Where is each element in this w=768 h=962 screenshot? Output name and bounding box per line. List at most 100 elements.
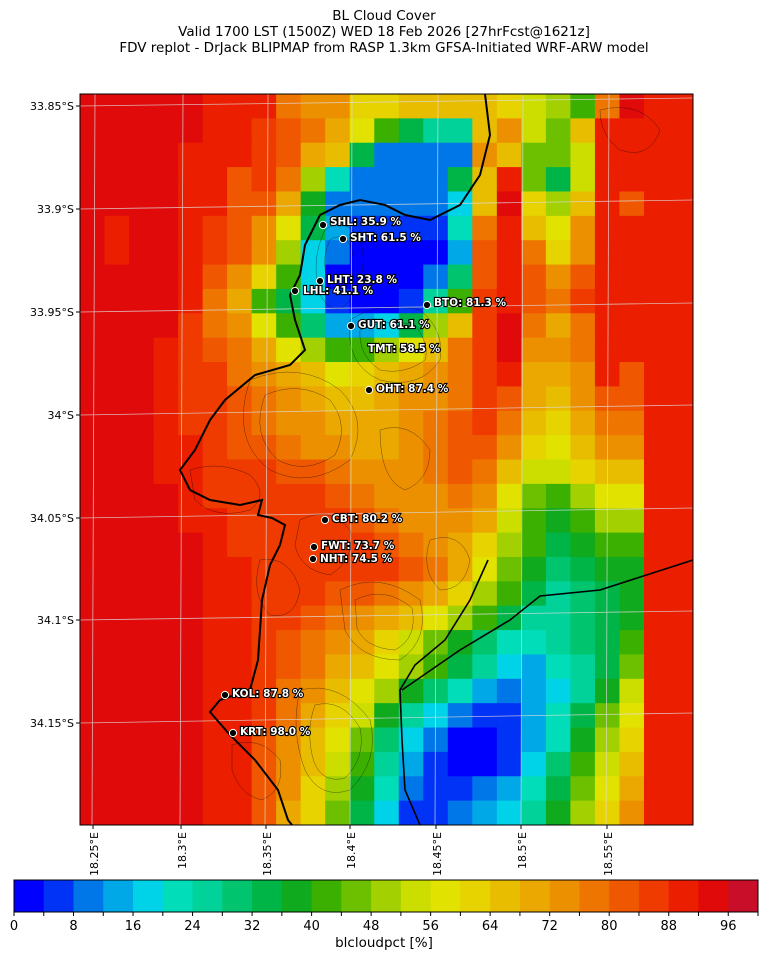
grid-cell [619,142,645,168]
grid-cell [570,630,596,656]
grid-cell [227,118,253,144]
colorbar-swatch [222,880,253,912]
grid-cell [153,142,179,168]
grid-cell [153,386,179,412]
grid-cell [104,800,130,825]
grid-cell [398,215,424,241]
grid-cell [496,678,522,704]
grid-cell [104,264,130,290]
grid-cell [643,313,670,339]
grid-cell [496,727,522,753]
colorbar-swatch [371,880,402,912]
grid-cell [496,362,522,387]
grid-cell [545,313,571,339]
grid-cell [668,337,693,363]
grid-cell [545,94,571,119]
grid-cell [300,288,326,314]
grid-cell [447,727,473,753]
site-label: LHL: 41.1 % [303,285,374,297]
colorbar-swatch [73,880,104,912]
grid-cell [521,142,547,168]
grid-cell [349,532,375,558]
grid-cell [80,288,106,314]
grid-cell [594,288,621,314]
grid-cell [496,800,522,825]
grid-cell [668,654,693,680]
grid-cell [202,532,228,558]
grid-cell [570,581,596,607]
grid-cell [300,630,326,656]
grid-cell [447,654,473,680]
grid-cell [545,167,571,193]
grid-cell [521,215,547,241]
grid-cell [447,630,473,656]
grid-cell [300,751,326,777]
grid-cell [178,167,204,193]
grid-cell [202,556,228,582]
grid-cell [423,727,449,753]
grid-cell [202,362,228,387]
grid-cell [423,142,449,168]
grid-cell [276,459,302,485]
grid-cell [227,167,253,193]
grid-cell [545,240,571,266]
grid-cell [423,118,449,144]
grid-cell [276,678,302,704]
grid-cell [153,483,179,509]
grid-cell [300,776,326,802]
grid-cell [276,191,302,217]
grid-cell [349,630,375,656]
grid-cell [349,288,375,314]
colorbar-tick-label: 56 [422,919,439,934]
grid-cell [325,581,351,607]
grid-cell [570,410,596,436]
grid-cell [594,337,621,363]
grid-cell [104,751,130,777]
grid-cell [447,703,473,729]
grid-cell [202,240,228,266]
grid-cell [619,264,645,290]
grid-cell [398,264,424,290]
grid-cell [570,386,596,412]
site-marker: KRT: 98.0 % [228,725,312,739]
grid-cell [521,313,547,339]
grid-cell [594,94,621,119]
grid-cell [374,532,400,558]
grid-cell [276,605,302,631]
grid-cell [251,386,277,412]
grid-cell [178,776,204,802]
grid-cell [643,800,670,825]
grid-cell [80,142,106,168]
grid-cell [374,215,400,241]
grid-cell [423,264,449,290]
grid-cell [668,508,693,534]
grid-cell [545,264,571,290]
grid-cell [570,605,596,631]
grid-cell [521,727,547,753]
site-dot [318,220,328,230]
grid-cell [129,191,155,217]
grid-cell [349,142,375,168]
grid-cell [521,605,547,631]
grid-cell [472,508,498,534]
grid-cell [496,264,522,290]
grid-cell [545,727,571,753]
grid-cell [619,703,645,729]
grid-cell [276,142,302,168]
grid-cell [447,94,473,119]
colorbar-tick-label: 88 [660,919,677,934]
grid-cell [472,118,498,144]
grid-cell [545,605,571,631]
grid-cell [594,605,621,631]
grid-cell [349,654,375,680]
grid-cell [325,362,351,387]
grid-cell [104,167,130,193]
colorbar-swatch [519,880,551,912]
colorbar-swatch [341,880,372,912]
colorbar-swatch [311,880,342,912]
grid-cell [227,264,253,290]
grid-cell [349,508,375,534]
grid-cell [80,240,106,266]
grid-cell [594,118,621,144]
